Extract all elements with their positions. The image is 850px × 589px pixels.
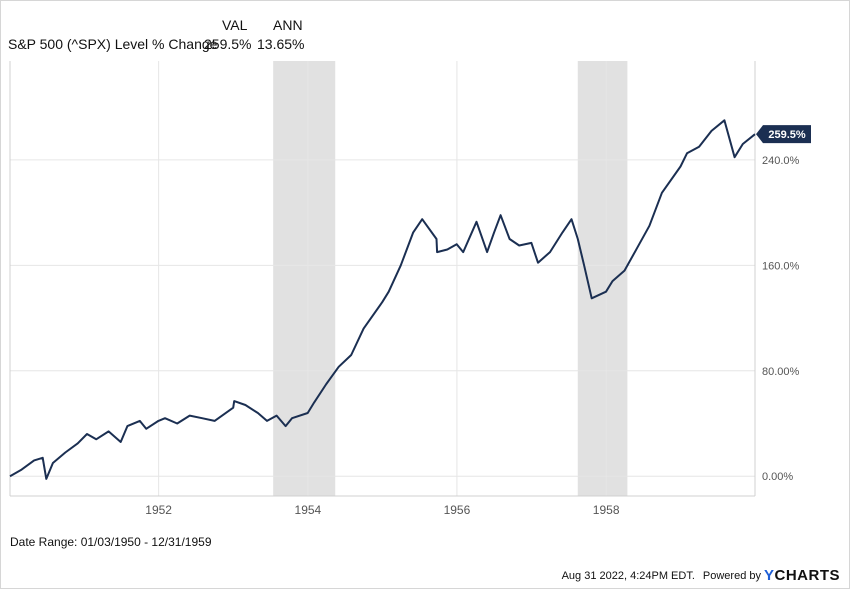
logo-text: CHARTS: [774, 567, 840, 584]
x-tick-label: 1958: [593, 503, 620, 517]
x-tick-label: 1956: [444, 503, 471, 517]
end-value-badge: [756, 125, 811, 144]
y-tick-label: 80.00%: [762, 366, 800, 378]
ycharts-logo[interactable]: YCHARTS: [764, 567, 840, 584]
end-value-label: 259.5%: [768, 129, 806, 141]
legend-val: 259.5%: [204, 36, 252, 52]
y-tick-label: 160.0%: [762, 260, 800, 272]
x-tick-label: 1954: [295, 503, 322, 517]
shaded-period-1: [273, 61, 336, 496]
attribution: Aug 31 2022, 4:24PM EDT. Powered by YCHA…: [562, 567, 840, 584]
series-line: [9, 119, 756, 480]
y-tick-label: 240.0%: [762, 155, 800, 167]
y-tick-label: 0.00%: [762, 471, 793, 483]
timestamp: Aug 31 2022, 4:24PM EDT.: [561, 569, 695, 582]
legend-series-label[interactable]: S&P 500 (^SPX) Level % Change: [8, 36, 218, 52]
legend-header-val: VAL: [222, 17, 248, 33]
powered-by-label: Powered by: [702, 569, 761, 582]
date-range: Date Range: 01/03/1950 - 12/31/1959: [10, 535, 212, 549]
legend-header-ann: ANN: [273, 17, 303, 33]
logo-y: Y: [763, 567, 775, 584]
legend-ann: 13.65%: [257, 36, 305, 52]
shaded-period-2: [577, 61, 628, 496]
x-tick-label: 1952: [145, 503, 172, 517]
